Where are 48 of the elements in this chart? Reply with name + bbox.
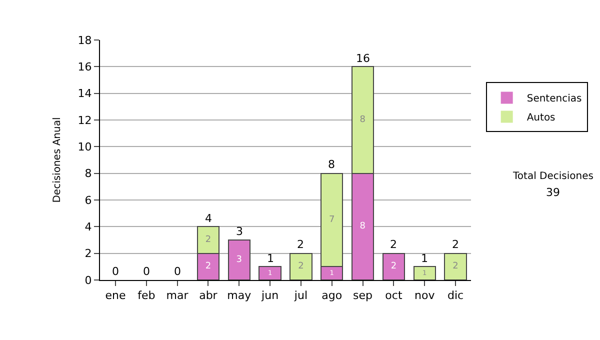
data-label: 8 — [360, 115, 366, 125]
x-tick-label: nov — [414, 289, 436, 302]
x-tick-label: abr — [199, 289, 218, 302]
legend-label: Sentencias — [526, 94, 582, 105]
total-label: 2 — [452, 238, 459, 251]
y-tick-label: 12 — [78, 114, 92, 127]
x-tick-label: mar — [166, 289, 189, 302]
x-tick-label: ago — [322, 289, 342, 302]
data-label: 3 — [236, 255, 242, 265]
y-tick-label: 0 — [84, 274, 92, 287]
data-label: 2 — [205, 235, 212, 245]
y-tick-label: 18 — [78, 34, 92, 47]
total-label: 16 — [356, 52, 370, 65]
total-label: 1 — [267, 252, 274, 265]
x-tick-label: sep — [353, 289, 373, 302]
x-tick-label: jun — [260, 289, 279, 302]
y-axis-title: Decisiones Anual — [52, 117, 63, 203]
data-label: 2 — [452, 262, 458, 272]
data-label: 2 — [205, 262, 212, 272]
total-label: 0 — [112, 265, 119, 278]
data-label: 2 — [298, 262, 304, 272]
x-tick-label: feb — [138, 289, 156, 302]
x-tick-label: jul — [293, 289, 308, 302]
text: Total Decisiones — [512, 171, 594, 182]
data-label: 2 — [390, 262, 397, 272]
y-tick-label: 8 — [84, 167, 92, 180]
y-tick-label: 6 — [84, 194, 92, 207]
data-label: 8 — [360, 222, 366, 232]
total-label: 2 — [297, 238, 304, 251]
x-tick-label: ene — [105, 289, 126, 302]
legend-label: Autos — [526, 112, 556, 124]
total-label: 0 — [174, 265, 181, 278]
text: 39 — [546, 186, 560, 199]
data-label: 7 — [329, 215, 335, 225]
total-label: 3 — [236, 225, 243, 238]
y-tick-label: 2 — [84, 247, 92, 260]
y-tick-label: 10 — [78, 140, 92, 154]
total-label: 0 — [143, 265, 150, 278]
y-tick-label: 4 — [84, 220, 92, 234]
x-tick-label: oct — [385, 289, 403, 302]
x-tick-label: may — [227, 289, 252, 302]
y-tick-label: 14 — [78, 87, 92, 100]
y-tick-label: 16 — [78, 60, 92, 74]
x-tick-label: dic — [447, 289, 464, 302]
total-label: 4 — [205, 212, 212, 225]
total-label: 1 — [421, 252, 428, 265]
total-label: 8 — [328, 158, 335, 171]
total-label: 2 — [390, 238, 397, 251]
